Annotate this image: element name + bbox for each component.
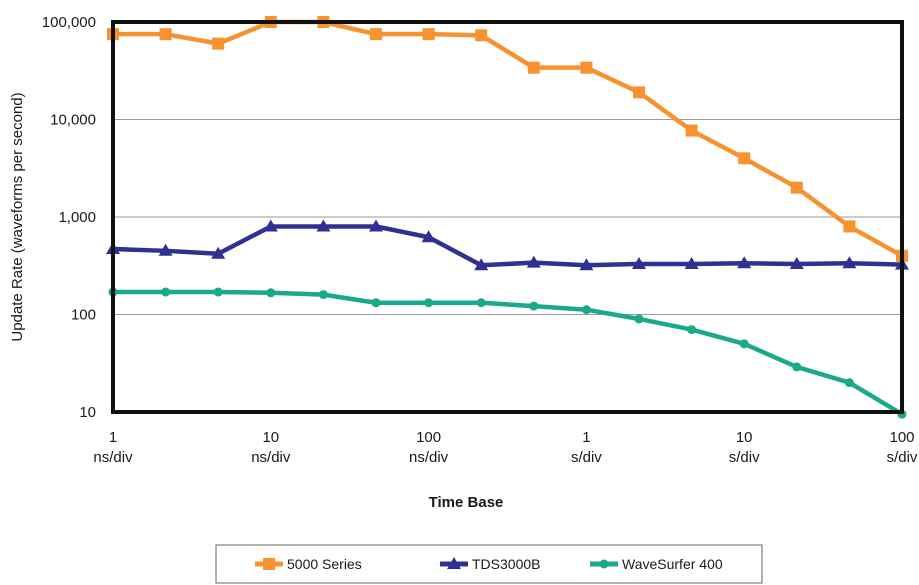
data-point	[158, 243, 173, 256]
data-point	[790, 181, 803, 194]
x-tick-labels: 1 ns/div 10 ns/div 100 ns/div 1 s/div 10 s/div 100…	[93, 429, 918, 466]
data-point	[211, 246, 226, 259]
legend-entry: 5000 Series	[255, 556, 362, 572]
grid-lines	[113, 119, 902, 315]
legend-label: WaveSurfer 400	[622, 556, 723, 572]
data-point	[266, 288, 276, 298]
legend-label: TDS3000B	[472, 556, 540, 572]
data-point	[634, 314, 644, 324]
legend-marker	[263, 558, 275, 570]
data-point	[844, 378, 854, 388]
x-tick-value: 100	[416, 429, 441, 446]
series-1	[107, 16, 908, 262]
data-point	[633, 86, 645, 99]
y-tick-label: 100	[71, 307, 96, 324]
x-tick-unit: ns/div	[251, 449, 291, 466]
data-point	[371, 298, 381, 308]
series-line	[112, 224, 903, 268]
data-point	[159, 28, 172, 41]
data-point	[684, 256, 699, 269]
data-point	[737, 256, 752, 269]
data-point	[792, 362, 802, 372]
data-point	[475, 29, 488, 42]
data-point	[212, 37, 225, 50]
data-point	[316, 219, 331, 232]
x-tick-value: 10	[262, 429, 279, 446]
legend: 5000 Series TDS3000B WaveSurfer 400	[215, 544, 763, 584]
x-tick-value: 1	[582, 429, 590, 446]
data-point	[789, 256, 804, 269]
x-tick-unit: s/div	[571, 449, 602, 466]
x-tick-value: 10	[736, 429, 753, 446]
data-point	[421, 230, 436, 243]
data-point	[581, 305, 591, 315]
data-point	[843, 220, 856, 233]
y-tick-label: 1,000	[58, 209, 96, 226]
data-point	[580, 61, 593, 74]
series-layer	[106, 16, 909, 419]
y-axis-label: Update Rate (waveforms per second)	[9, 92, 26, 341]
y-tick-label: 100,000	[42, 14, 96, 31]
data-point	[529, 301, 539, 311]
data-point	[370, 28, 382, 41]
y-tick-labels: 10 100 1,000 10,000 100,000	[42, 14, 96, 421]
series-line	[113, 289, 904, 417]
series-3	[108, 287, 907, 419]
data-point	[213, 287, 223, 297]
data-point	[476, 298, 486, 308]
series-line	[113, 19, 904, 258]
data-point	[739, 339, 749, 349]
legend-label: 5000 Series	[287, 556, 362, 572]
legend-entry: TDS3000B	[440, 556, 540, 572]
data-point	[424, 298, 434, 308]
data-point	[687, 325, 697, 335]
data-point	[685, 124, 698, 137]
data-point	[738, 152, 751, 165]
y-tick-label: 10	[79, 404, 96, 421]
legend-marker	[599, 559, 609, 569]
y-tick-label: 10,000	[50, 112, 96, 129]
x-tick-value: 1	[109, 429, 117, 446]
legend-entry: WaveSurfer 400	[590, 556, 723, 572]
x-axis-label: Time Base	[429, 494, 504, 511]
legend-box	[215, 544, 763, 584]
plot-frame	[111, 20, 904, 414]
x-tick-unit: s/div	[729, 449, 760, 466]
legend-entries: 5000 Series TDS3000B WaveSurfer 400	[255, 556, 723, 572]
legend-marker	[447, 557, 461, 569]
data-point	[527, 61, 540, 74]
data-point	[474, 258, 489, 271]
series-2	[106, 219, 909, 271]
data-point	[842, 256, 857, 269]
data-point	[579, 258, 594, 271]
data-point	[318, 290, 328, 300]
data-point	[632, 256, 646, 269]
x-tick-value: 100	[889, 429, 914, 446]
data-point	[263, 219, 278, 232]
x-tick-unit: s/div	[887, 449, 918, 466]
data-point	[161, 287, 171, 297]
data-point	[526, 255, 541, 268]
data-point	[422, 28, 435, 41]
data-point	[369, 219, 383, 232]
x-tick-unit: ns/div	[93, 449, 133, 466]
x-tick-unit: ns/div	[409, 449, 449, 466]
